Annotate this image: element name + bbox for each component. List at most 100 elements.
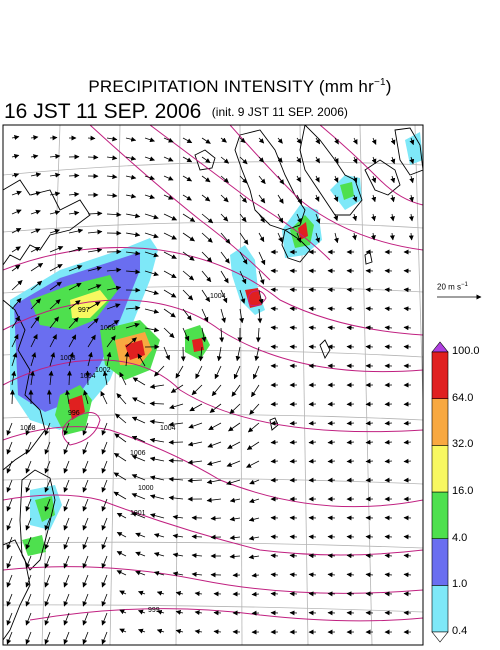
wind-vector	[229, 553, 241, 559]
wind-vector	[258, 156, 265, 163]
wind-vector	[327, 458, 336, 464]
wind-vector	[82, 574, 89, 588]
wind-vector	[11, 246, 21, 253]
wind-vector	[296, 175, 301, 183]
wind-vector	[44, 517, 51, 531]
wind-vector	[30, 246, 41, 253]
wind-vector	[68, 228, 84, 234]
wind-vector	[25, 460, 32, 474]
wind-vector	[409, 137, 415, 146]
wind-vector	[11, 190, 22, 196]
wind-vector	[308, 420, 317, 426]
wind-vector	[239, 251, 248, 265]
isobar-label: 996	[68, 410, 80, 417]
wind-vector	[403, 287, 412, 293]
colorbar-level-label: 4.0	[452, 531, 468, 544]
wind-vector	[201, 175, 211, 183]
wind-vector	[63, 517, 70, 531]
wind-vector	[333, 194, 339, 202]
wind-vector	[82, 441, 89, 455]
wind-vector	[384, 572, 393, 578]
wind-vector	[365, 458, 374, 464]
wind-vector	[296, 213, 302, 224]
wind-vector	[403, 591, 412, 597]
isobar-label: 1004	[160, 425, 176, 432]
wind-vector	[327, 553, 336, 559]
wind-vector	[49, 228, 60, 234]
colorbar-segment	[431, 584, 449, 633]
isobar-label: 1002	[95, 367, 111, 374]
wind-vector	[125, 250, 141, 256]
wind-vector	[144, 270, 159, 277]
wind-vector	[235, 346, 241, 362]
wind-vector	[258, 213, 265, 223]
wind-vector	[25, 479, 32, 493]
wind-vector	[106, 155, 118, 161]
wind-vector	[346, 287, 355, 293]
wind-vector	[220, 213, 229, 222]
wind-vector	[106, 303, 121, 310]
wind-vector	[333, 213, 339, 222]
wind-vector	[403, 344, 412, 350]
wind-vector	[163, 194, 174, 200]
wind-vector	[30, 352, 37, 367]
wind-vector	[239, 213, 247, 223]
wind-vector	[82, 498, 89, 512]
wind-vector	[191, 571, 203, 577]
wind-vector	[63, 498, 70, 512]
wind-vector	[206, 479, 222, 485]
wind-vector	[384, 306, 393, 312]
wind-vector	[308, 306, 317, 312]
colorbar	[431, 341, 449, 643]
wind-vector	[49, 191, 61, 197]
wind-vector	[68, 334, 77, 348]
wind-vector	[327, 534, 336, 540]
wind-vector	[163, 308, 176, 318]
wind-vector	[384, 325, 393, 331]
wind-vector	[131, 474, 146, 481]
wind-vector	[270, 572, 279, 578]
wind-vector	[11, 228, 22, 234]
wind-vector	[346, 344, 355, 350]
wind-vector	[403, 439, 412, 445]
wind-vector	[25, 593, 32, 607]
wind-vector	[408, 213, 414, 222]
wind-vector	[229, 535, 241, 541]
wind-vector	[371, 194, 377, 203]
wind-vector	[125, 213, 141, 219]
wind-vector	[187, 478, 203, 484]
wind-vector	[315, 213, 321, 224]
wind-vector	[125, 136, 137, 142]
isobar-label: 1004	[210, 293, 226, 300]
wind-vector	[220, 194, 229, 203]
wind-vector	[6, 441, 13, 455]
wind-vector	[63, 612, 70, 626]
wind-vector	[194, 610, 203, 616]
wind-vector	[63, 593, 70, 607]
wind-vector	[115, 413, 127, 424]
wind-vector	[277, 232, 283, 243]
wind-vector	[119, 609, 127, 615]
wind-vector	[144, 289, 159, 296]
wind-vector	[201, 251, 213, 263]
title-unit-exponent: −1	[373, 77, 386, 88]
wind-vector	[187, 459, 203, 465]
wind-vector	[87, 284, 102, 291]
wind-vector	[220, 270, 229, 284]
wind-vector	[175, 610, 184, 615]
wind-vector	[119, 371, 127, 386]
wind-vector	[11, 315, 20, 329]
wind-vector	[30, 333, 38, 348]
wind-vector	[138, 590, 146, 596]
wind-vector	[6, 479, 13, 493]
isobar-label: 1001	[130, 510, 146, 517]
wind-vector	[30, 280, 43, 291]
wind-vector	[327, 420, 336, 426]
wind-vector	[144, 194, 155, 200]
wind-vector	[25, 422, 32, 436]
wind-vector	[49, 316, 59, 329]
wind-vector	[49, 352, 56, 367]
wind-vector	[270, 344, 279, 350]
wind-vector	[11, 153, 20, 159]
wind-vector	[220, 289, 228, 304]
